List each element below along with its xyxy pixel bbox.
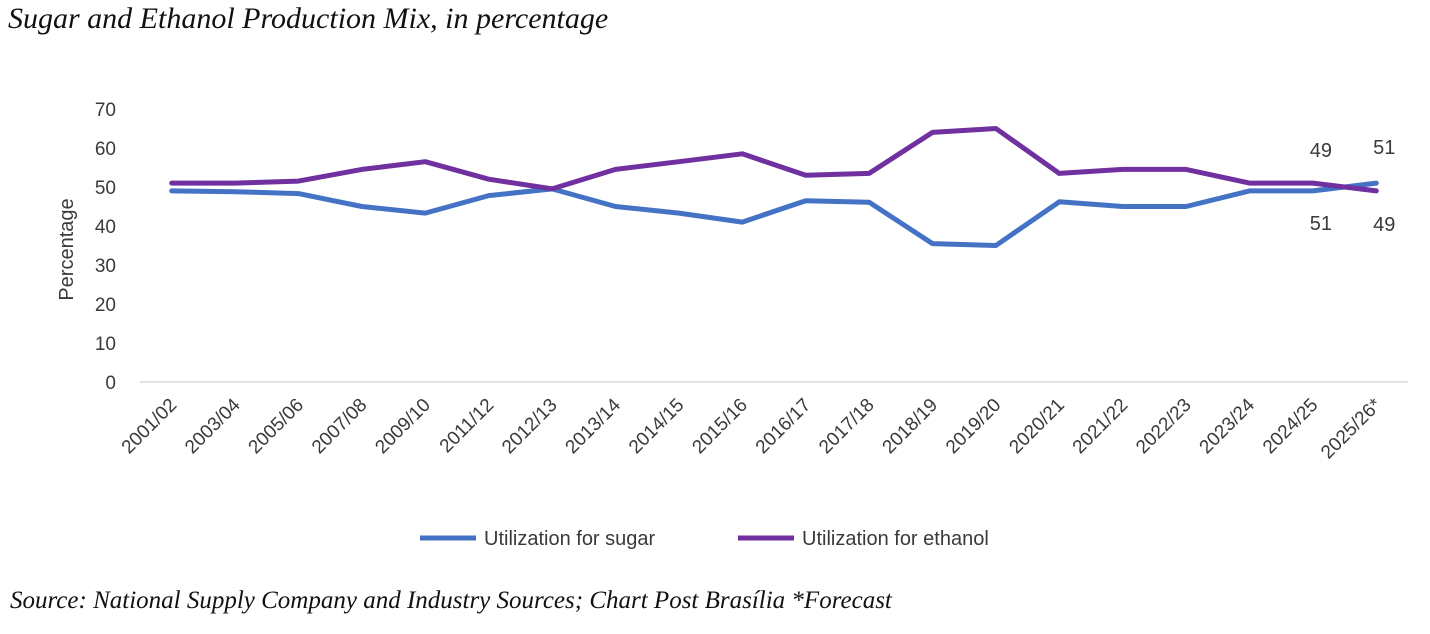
y-tick-label: 30 bbox=[95, 256, 116, 277]
x-tick-label: 2013/14 bbox=[562, 394, 626, 458]
data-label: 51 bbox=[1373, 137, 1395, 159]
y-tick-label: 0 bbox=[105, 373, 116, 394]
series-lines bbox=[169, 126, 1379, 248]
x-tick-label: 2001/02 bbox=[118, 395, 181, 458]
legend-label: Utilization for sugar bbox=[484, 528, 656, 550]
x-tick-label: 2011/12 bbox=[436, 395, 498, 457]
y-tick-label: 50 bbox=[95, 178, 116, 199]
x-tick-label: 2003/04 bbox=[181, 394, 245, 458]
x-tick-label: 2017/18 bbox=[815, 395, 878, 458]
x-axis: 2001/02 2003/04 2005/06 2007/08 2009/10 2011/… bbox=[118, 394, 1386, 463]
data-labels: 49 51 51 49 bbox=[1310, 137, 1396, 236]
legend-label: Utilization for ethanol bbox=[802, 528, 989, 550]
source-note: Source: National Supply Company and Indu… bbox=[10, 587, 892, 614]
series-line-sugar bbox=[169, 180, 1379, 248]
x-tick-label: 2024/25 bbox=[1259, 395, 1322, 458]
x-tick-label: 2023/24 bbox=[1196, 394, 1260, 458]
legend: Utilization for sugar Utilization for eth… bbox=[420, 528, 989, 550]
x-tick-label: 2019/20 bbox=[942, 395, 1005, 458]
x-tick-label: 2021/22 bbox=[1069, 395, 1132, 458]
y-tick-label: 20 bbox=[95, 295, 116, 316]
x-tick-label: 2012/13 bbox=[498, 395, 561, 458]
y-tick-label: 10 bbox=[95, 334, 116, 355]
x-tick-label: 2018/19 bbox=[879, 395, 942, 458]
data-label: 49 bbox=[1310, 140, 1332, 162]
x-tick-label: 2005/06 bbox=[245, 395, 308, 458]
data-label: 49 bbox=[1373, 214, 1395, 236]
x-tick-label: 2025/26* bbox=[1317, 394, 1386, 463]
y-tick-label: 70 bbox=[95, 100, 116, 121]
data-label: 51 bbox=[1310, 213, 1332, 235]
x-tick-label: 2022/23 bbox=[1132, 395, 1195, 458]
y-tick-label: 60 bbox=[95, 139, 116, 160]
series-line-ethanol bbox=[169, 126, 1379, 194]
y-axis: 0 10 20 30 40 50 60 70 bbox=[95, 100, 116, 394]
x-tick-label: 2020/21 bbox=[1005, 395, 1068, 458]
x-tick-label: 2009/10 bbox=[371, 395, 434, 458]
x-tick-label: 2014/15 bbox=[625, 395, 688, 458]
chart-title: Sugar and Ethanol Production Mix, in per… bbox=[8, 2, 609, 35]
y-axis-title: Percentage bbox=[56, 198, 78, 300]
x-tick-label: 2015/16 bbox=[688, 395, 751, 458]
x-tick-label: 2007/08 bbox=[308, 395, 371, 458]
y-tick-label: 40 bbox=[95, 217, 116, 238]
x-tick-label: 2016/17 bbox=[752, 395, 815, 458]
